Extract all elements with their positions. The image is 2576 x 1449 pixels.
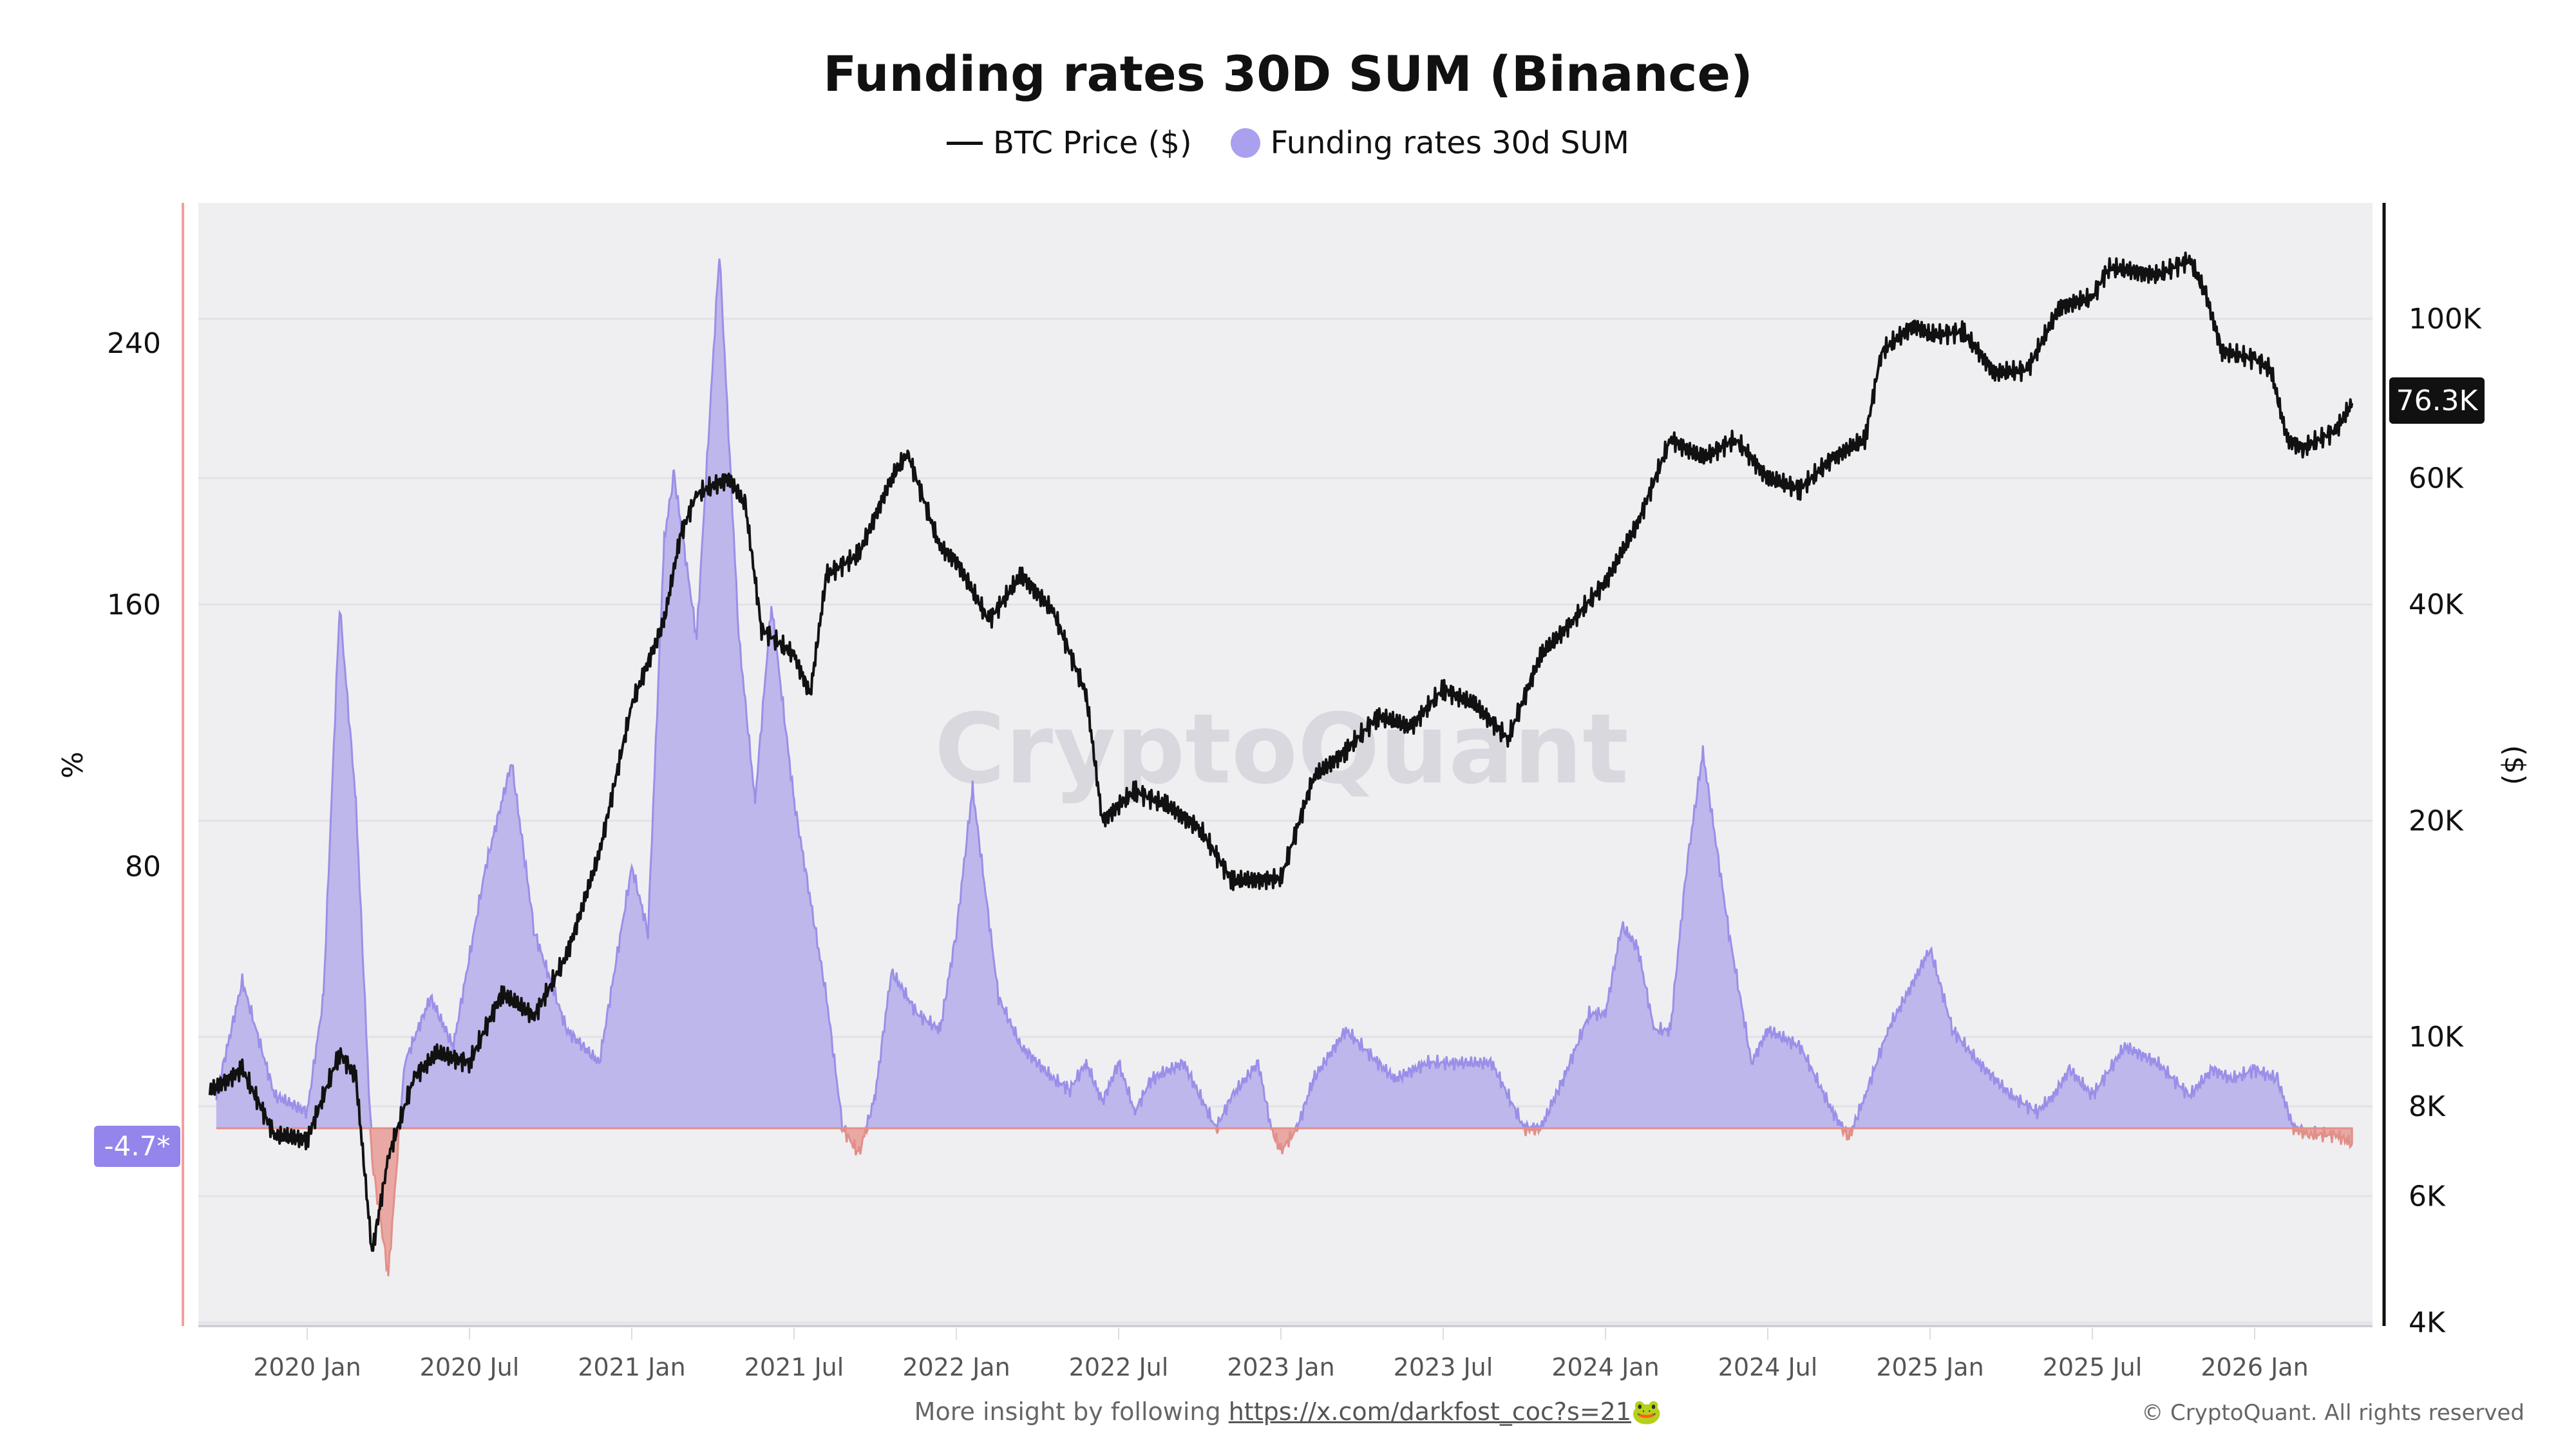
chart-title: Funding rates 30D SUM (Binance) xyxy=(823,45,1753,102)
x-tick-label: 2024 Jul xyxy=(1718,1353,1818,1381)
x-tick-label: 2023 Jul xyxy=(1394,1353,1493,1381)
line-swatch-icon xyxy=(947,141,983,145)
x-tick-label: 2024 Jan xyxy=(1551,1353,1659,1381)
legend-item-btc-price[interactable]: BTC Price ($) xyxy=(947,125,1192,161)
x-tick-label: 2021 Jul xyxy=(744,1353,844,1381)
x-tick-label: 2023 Jan xyxy=(1227,1353,1334,1381)
left-axis-label: % xyxy=(57,752,90,779)
footer-link[interactable]: https://x.com/darkfost_coc?s=21 xyxy=(1228,1397,1632,1426)
x-tick-label: 2020 Jan xyxy=(253,1353,361,1381)
right-tick-label: 20K xyxy=(2409,804,2464,837)
right-tick-label: 6K xyxy=(2409,1180,2446,1213)
x-tick-label: 2020 Jul xyxy=(420,1353,520,1381)
footer-text: More insight by following xyxy=(914,1397,1229,1426)
right-axis-label: ($) xyxy=(2498,745,2531,785)
legend: BTC Price ($) Funding rates 30d SUM xyxy=(0,125,2576,161)
right-tick-label: 100K xyxy=(2409,303,2482,336)
legend-label: BTC Price ($) xyxy=(993,125,1192,161)
right-tick-label: 10K xyxy=(2409,1021,2464,1054)
copyright: © CryptoQuant. All rights reserved xyxy=(2141,1400,2524,1426)
current-price-label: 76.3K xyxy=(2396,384,2479,417)
btc-price-line xyxy=(208,251,2354,1252)
right-tick-label: 4K xyxy=(2409,1307,2446,1340)
frog-icon: 🐸 xyxy=(1631,1397,1662,1426)
x-tick-label: 2025 Jul xyxy=(2043,1353,2143,1381)
funding-positive-area xyxy=(216,258,2353,1128)
right-tick-label: 8K xyxy=(2409,1090,2446,1123)
legend-label: Funding rates 30d SUM xyxy=(1270,125,1629,161)
current-funding-badge xyxy=(94,1126,180,1167)
funding-negative-area xyxy=(216,1124,2353,1276)
current-price-badge xyxy=(2389,377,2485,424)
x-tick-label: 2022 Jul xyxy=(1069,1353,1169,1381)
right-tick-label: 40K xyxy=(2409,589,2464,621)
watermark: CryptoQuant xyxy=(934,694,1629,806)
x-tick-label: 2022 Jan xyxy=(902,1353,1010,1381)
x-tick-label: 2025 Jan xyxy=(1876,1353,1984,1381)
footer: More insight by following https://x.com/… xyxy=(0,1397,2576,1426)
x-tick-label: 2026 Jan xyxy=(2201,1353,2308,1381)
current-funding-label: -4.7* xyxy=(104,1130,171,1162)
right-tick-label: 60K xyxy=(2409,462,2464,495)
left-tick-label: 160 xyxy=(107,589,161,621)
left-tick-label: 80 xyxy=(125,851,161,884)
x-tick-label: 2021 Jan xyxy=(578,1353,685,1381)
left-tick-label: 240 xyxy=(107,327,161,360)
circle-swatch-icon xyxy=(1230,128,1260,158)
legend-item-funding[interactable]: Funding rates 30d SUM xyxy=(1230,125,1629,161)
